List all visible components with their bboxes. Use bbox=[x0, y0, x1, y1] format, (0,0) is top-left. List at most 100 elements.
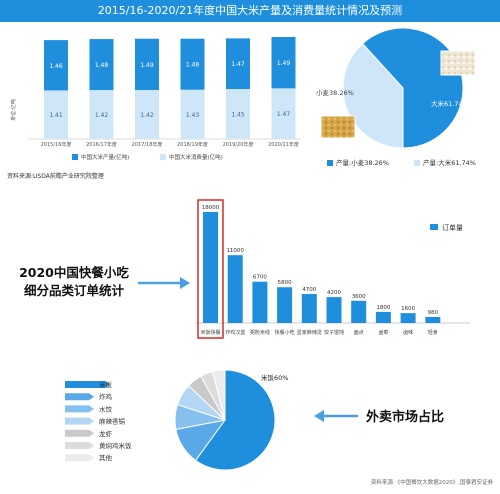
order-value-label: 4700 bbox=[302, 287, 316, 293]
order-category-label: 卤菜 bbox=[378, 329, 388, 336]
share-legend-label: 其他 bbox=[99, 453, 113, 462]
rice-stacked-bar-chart: 单位:亿吨 1.46 1.41 2015/16年度 1.48 1.42 2016/17年度… bbox=[7, 37, 300, 180]
order-category-label: 粥粉米线 bbox=[250, 329, 270, 336]
order-category-label: 显家麻辣烫 bbox=[297, 329, 322, 336]
rice-share-label: 米饭60% bbox=[261, 373, 288, 382]
callout-delivery-text: 外卖市场占比 bbox=[365, 409, 444, 425]
c1-category-label: 2019/20年度 bbox=[223, 141, 254, 148]
order-value-label: 6700 bbox=[253, 275, 267, 281]
pie-slice-米饭 bbox=[194, 369, 276, 471]
c1-category-label: 2017/18年度 bbox=[132, 141, 163, 148]
order-category-label: 快餐小吃 bbox=[275, 329, 295, 336]
pie-slice-小麦 bbox=[342, 42, 404, 149]
legend-arrow-icon bbox=[65, 429, 94, 437]
source-text-2: 资料来源:《中国餐饮大数据2020》,国泰君安证券 bbox=[371, 478, 494, 486]
legend-arrow-icon bbox=[65, 417, 94, 425]
legend-swatch-consumption bbox=[160, 154, 166, 160]
page-title: 2015/16-2020/21年度中国大米产量及消费量统计情况及预测 bbox=[0, 0, 500, 22]
share-legend-label: 水饺 bbox=[99, 404, 113, 413]
legend-arrow-icon bbox=[65, 454, 94, 462]
legend-production-label: 中国大米产量(亿吨) bbox=[81, 153, 129, 161]
wheat-slice-label: 小麦38.26% bbox=[316, 88, 354, 97]
share-legend-label: 龙虾 bbox=[99, 429, 113, 438]
production-bar bbox=[180, 38, 205, 90]
order-bar bbox=[375, 311, 391, 323]
consumption-bar bbox=[180, 89, 205, 139]
c1-category-label: 2018/19年度 bbox=[177, 141, 208, 148]
consumption-value-label: 1.41 bbox=[49, 112, 63, 119]
consumption-bar bbox=[271, 88, 296, 139]
share-legend-label: 米饭 bbox=[99, 380, 113, 389]
production-value-label: 1.49 bbox=[277, 60, 291, 67]
order-bar bbox=[326, 297, 342, 323]
consumption-value-label: 1.47 bbox=[277, 111, 291, 118]
c1-legend: 中国大米产量(亿吨) 中国大米消费量(亿吨) bbox=[72, 153, 223, 161]
order-value-label: 11000 bbox=[226, 248, 244, 254]
consumption-value-label: 1.45 bbox=[231, 112, 245, 119]
order-bar bbox=[252, 281, 268, 323]
order-bar bbox=[351, 300, 367, 323]
c1-category-label: 2015/16年度 bbox=[41, 141, 72, 148]
production-value-label: 1.48 bbox=[95, 62, 109, 69]
consumption-bar bbox=[89, 90, 114, 139]
order-value-label: 980 bbox=[428, 310, 439, 316]
consumption-value-label: 1.42 bbox=[140, 112, 154, 119]
consumption-value-label: 1.43 bbox=[186, 112, 200, 119]
order-bar bbox=[227, 255, 243, 323]
order-value-label: 1600 bbox=[401, 306, 415, 312]
order-category-label: 面点 bbox=[354, 330, 364, 336]
order-value-label: 5800 bbox=[278, 280, 292, 286]
order-value-label: 4200 bbox=[327, 290, 341, 296]
order-category-label: 卤味 bbox=[403, 329, 413, 336]
callout-line-1: 2020中国快餐小吃 bbox=[19, 265, 129, 280]
production-bar bbox=[44, 40, 68, 91]
legend-arrow-icon bbox=[65, 442, 94, 449]
arrow-right-head-icon bbox=[180, 277, 190, 289]
legend-consumption-label: 中国大米消费量(亿吨) bbox=[169, 153, 223, 161]
order-bar-chart: 订单量 18000 米饭快餐 11000 炸鸡汉堡 6700 粥粉米线 5800 快餐小吃 47… bbox=[195, 199, 470, 339]
order-bar bbox=[203, 212, 218, 323]
legend-swatch-wheat bbox=[327, 160, 333, 166]
consumption-value-label: 1.42 bbox=[95, 112, 109, 119]
consumption-bar bbox=[135, 90, 159, 139]
arrow-left-head-icon bbox=[314, 410, 324, 422]
order-category-label: 饺子馄饨 bbox=[324, 329, 344, 336]
legend-rice-label: 产量:大米61.74% bbox=[423, 158, 476, 167]
c1-category-label: 2020/21年度 bbox=[268, 141, 299, 148]
share-legend-label: 炸鸡 bbox=[99, 392, 113, 401]
production-bar bbox=[89, 39, 114, 91]
rice-photo bbox=[440, 50, 476, 76]
legend-arrow-icon bbox=[65, 381, 110, 388]
production-value-label: 1.47 bbox=[231, 61, 245, 68]
share-legend-label: 麻辣香锅 bbox=[99, 417, 126, 426]
callout-line-2: 细分品类订单统计 bbox=[24, 283, 125, 298]
highlight-box bbox=[197, 199, 224, 339]
wheat-photo bbox=[320, 115, 356, 139]
production-bar bbox=[271, 37, 296, 89]
callout-delivery: 外卖市场占比 bbox=[314, 409, 444, 425]
callout-fastfood: 2020中国快餐小吃 细分品类订单统计 bbox=[19, 265, 190, 298]
order-category-label: 米饭快餐 bbox=[200, 329, 220, 336]
legend-arrow-icon bbox=[65, 393, 94, 401]
order-value-label: 3600 bbox=[352, 294, 366, 300]
order-category-label: 轻食 bbox=[428, 329, 438, 336]
order-bar bbox=[425, 316, 441, 323]
order-category-label: 炸鸡汉堡 bbox=[225, 329, 245, 336]
source-text-1: 资料来源:USDA前瞻产业研究院整理 bbox=[7, 172, 104, 180]
production-value-label: 1.49 bbox=[140, 62, 154, 69]
legend-swatch-orders bbox=[430, 224, 438, 230]
order-bar bbox=[277, 287, 293, 323]
legend-arrow-icon bbox=[65, 405, 94, 413]
rice-slice-label: 大米61.74% bbox=[431, 99, 469, 108]
order-value-label: 18000 bbox=[202, 205, 220, 211]
production-value-label: 1.46 bbox=[49, 63, 63, 70]
legend-swatch-production bbox=[72, 154, 78, 160]
production-bar bbox=[135, 38, 159, 91]
order-bar bbox=[400, 313, 416, 323]
order-bar bbox=[301, 294, 317, 323]
wheat-rice-pie-chart: 小麦38.26% 大米61.74% 产量:小麦38.26% 产量:大米61.74… bbox=[316, 27, 476, 167]
legend-wheat-label: 产量:小麦38.26% bbox=[336, 158, 389, 167]
